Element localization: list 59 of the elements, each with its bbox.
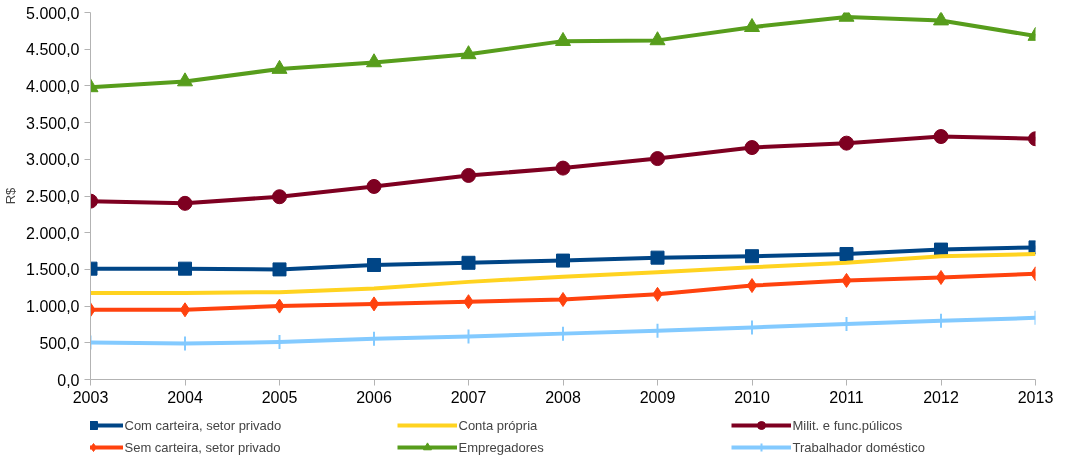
point (556, 253, 570, 268)
x-tick-label: 2004 (167, 388, 203, 406)
point (744, 140, 760, 156)
x-tick-label: 2010 (734, 388, 770, 406)
point (933, 129, 949, 145)
point (366, 178, 382, 194)
point (367, 258, 381, 272)
y-tick-label: 1.000,0 (26, 298, 80, 316)
x-tick-label: 2003 (72, 388, 109, 406)
point (271, 59, 288, 74)
point (555, 31, 571, 46)
y-axis-title: R$ (3, 186, 19, 205)
point (177, 195, 193, 211)
y-tick-label: 1.500,0 (26, 261, 80, 279)
point (460, 45, 477, 60)
y-tick-label: 5.000,0 (26, 4, 80, 22)
point (461, 167, 476, 183)
y-tick-label: 500,0 (39, 334, 80, 352)
x-tick-label: 2009 (639, 388, 676, 406)
point (557, 291, 569, 307)
point (933, 12, 949, 26)
legend-label: Conta própria (458, 417, 539, 433)
point (366, 53, 382, 68)
point (839, 135, 854, 151)
x-tick-label: 2008 (545, 388, 581, 406)
point (177, 72, 193, 87)
legend-label: Trabalhador doméstico (792, 439, 926, 455)
point (744, 18, 760, 33)
point (839, 246, 854, 261)
point (745, 249, 759, 264)
point (650, 250, 665, 265)
point (746, 278, 758, 294)
point (368, 296, 380, 312)
x-tick-label: 2012 (923, 388, 959, 406)
point (179, 302, 191, 318)
legend-label: Sem carteira, setor privado (124, 439, 282, 455)
point (461, 255, 476, 270)
y-tick-label: 4.500,0 (26, 41, 80, 59)
x-tick-label: 2011 (829, 388, 864, 406)
y-tick-label: 3.000,0 (26, 151, 80, 169)
point (650, 151, 665, 167)
legend-label: Milit. e func.púlicos (792, 417, 904, 433)
y-tick-label: 2.500,0 (26, 188, 80, 205)
y-tick-label: 3.500,0 (26, 114, 80, 132)
point (272, 262, 287, 277)
x-tick-label: 2006 (356, 388, 392, 406)
legend-label: Empregadores (458, 439, 545, 455)
point (272, 189, 287, 205)
y-tick-label: 0,0 (57, 371, 80, 389)
legend-label: Com carteira, setor privado (124, 417, 283, 433)
x-tick-label: 2005 (261, 388, 298, 406)
point (178, 261, 192, 276)
x-tick-label: 2007 (450, 388, 487, 406)
y-tick-label: 2.000,0 (26, 224, 80, 242)
y-tick-label: 4.000,0 (26, 77, 80, 95)
x-tick-label: 2013 (1017, 388, 1054, 406)
point (555, 160, 571, 176)
point (935, 269, 947, 285)
point (649, 31, 666, 46)
